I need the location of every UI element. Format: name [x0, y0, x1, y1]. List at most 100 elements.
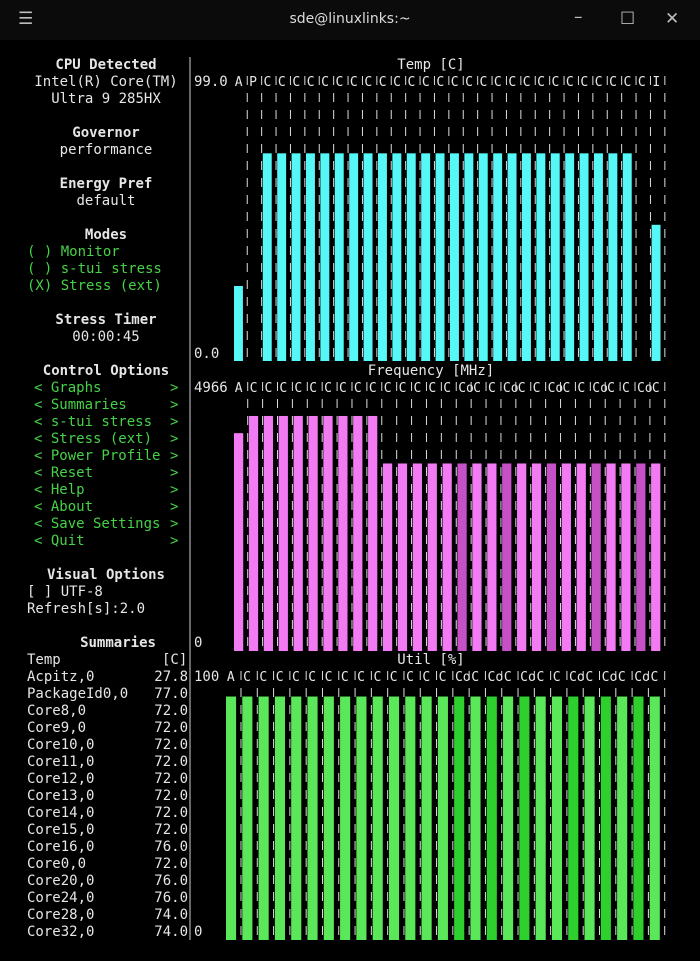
control-option-label[interactable]: < About — [34, 499, 94, 515]
util-bar — [633, 696, 644, 940]
temp-bar — [277, 153, 287, 361]
freq-column-label: C — [250, 381, 258, 396]
freq-column-label: C — [473, 381, 481, 396]
cpu-heading: CPU Detected — [55, 57, 157, 73]
util-column-label: Co — [488, 670, 504, 685]
util-bar — [470, 696, 481, 940]
freq-bar — [576, 463, 586, 651]
freq-bar — [517, 463, 527, 651]
control-option-label[interactable]: < Help — [34, 482, 85, 498]
menu-icon[interactable]: ☰ — [18, 9, 34, 29]
temp-column-label: C — [408, 75, 416, 90]
temp-column-label: C — [537, 75, 545, 90]
control-option-label[interactable]: < Quit — [34, 533, 85, 549]
util-bar — [388, 696, 400, 940]
temp-bar — [421, 153, 431, 361]
freq-column-label: C — [652, 381, 660, 396]
util-bar — [323, 696, 334, 940]
freq-column-label: C — [294, 381, 302, 396]
summary-sensor-value: 72.0 — [154, 703, 188, 719]
util-column-label: C — [651, 670, 659, 685]
temp-bar — [392, 153, 402, 361]
control-option-label[interactable]: < Reset — [34, 465, 94, 481]
temp-bar — [507, 153, 517, 361]
temp-bar — [435, 153, 445, 361]
util-column-label: C — [406, 670, 414, 685]
temp-column-label: C — [278, 75, 286, 90]
chevron-right-icon: > — [170, 516, 179, 532]
freq-column-label: C — [265, 381, 273, 396]
temp-column-label: C — [480, 75, 488, 90]
freq-bar — [531, 463, 542, 651]
util-bar — [535, 696, 546, 940]
temp-column-label: C — [624, 75, 632, 90]
freq-bar — [293, 415, 303, 651]
util-bar — [519, 696, 530, 940]
chevron-right-icon: > — [170, 533, 179, 549]
temp-column-label: C — [336, 75, 344, 90]
chevron-right-icon: > — [170, 448, 179, 464]
temp-column-label: A — [235, 75, 243, 90]
mode-monitor-radio[interactable]: ( ) Monitor — [27, 244, 120, 260]
freq-bar — [263, 415, 274, 651]
util-column-label: Co — [455, 670, 471, 685]
util-column-label: C — [471, 670, 479, 685]
util-bar — [291, 696, 302, 940]
freq-bar — [442, 463, 452, 651]
temp-bar — [378, 153, 387, 361]
control-option-label[interactable]: < Graphs — [34, 380, 102, 396]
summary-sensor-value: 76.0 — [154, 873, 188, 889]
freq-column-label: C — [309, 381, 317, 396]
temp-bar — [406, 153, 416, 361]
temp-bar — [234, 286, 243, 361]
freq-column-label: Co — [637, 381, 653, 396]
control-option-label[interactable]: < Power Profile — [34, 448, 161, 464]
utf8-checkbox[interactable]: [ ] UTF-8 — [27, 584, 103, 600]
mode-stui-stress-radio[interactable]: ( ) s-tui stress — [27, 261, 162, 277]
summary-sensor-name: Core12,0 — [27, 771, 95, 787]
summary-sensor-value: 76.0 — [154, 890, 188, 906]
temp-column-label: C — [350, 75, 358, 90]
temp-bar — [478, 153, 488, 361]
util-column-label: C — [390, 670, 398, 685]
temp-bar — [493, 153, 503, 361]
control-option-label[interactable]: < Summaries — [34, 397, 127, 413]
mode-stress-ext-radio[interactable]: (X) Stress (ext) — [27, 278, 162, 294]
freq-bar — [487, 463, 497, 651]
freq-column-label: C — [324, 381, 332, 396]
freq-column-label: C — [488, 381, 496, 396]
summary-sensor-value: 74.0 — [154, 907, 188, 923]
freq-bar — [472, 463, 482, 651]
freq-column-label: C — [562, 381, 570, 396]
minimize-icon[interactable]: – — [574, 7, 583, 27]
control-option-label[interactable]: < Stress (ext) — [34, 431, 153, 447]
close-icon[interactable]: ✕ — [665, 9, 680, 29]
util-bar — [600, 696, 611, 940]
util-bar — [372, 696, 383, 940]
temp-bar — [651, 224, 661, 361]
freq-column-label: Co — [503, 381, 519, 396]
summary-sensor-value: 74.0 — [154, 924, 188, 940]
summary-sensor-value: 27.8 — [154, 669, 188, 685]
temp-column-label: C — [422, 75, 430, 90]
temp-bar — [464, 153, 474, 361]
util-bar — [617, 696, 628, 940]
cpu-model-line1: Intel(R) Core(TM) — [34, 74, 178, 90]
temp-column-label: C — [494, 75, 502, 90]
refresh-rate-field[interactable]: Refresh[s]:2.0 — [27, 601, 146, 617]
control-option-label[interactable]: < s-tui stress — [34, 414, 153, 430]
temp-bar — [363, 153, 373, 361]
freq-column-label: C — [577, 381, 585, 396]
summary-sensor-name: Core15,0 — [27, 822, 95, 838]
summary-sensor-name: Core16,0 — [27, 839, 95, 855]
maximize-icon[interactable]: ☐ — [620, 9, 636, 29]
governor-heading: Governor — [72, 125, 140, 141]
control-options-heading: Control Options — [42, 363, 170, 379]
util-bar — [454, 696, 465, 940]
freq-bar — [427, 463, 437, 651]
freq-bar — [546, 463, 557, 651]
util-column-label: C — [553, 670, 561, 685]
summary-sensor-name: Core0,0 — [27, 856, 87, 872]
control-option-label[interactable]: < Save Settings — [34, 516, 161, 532]
